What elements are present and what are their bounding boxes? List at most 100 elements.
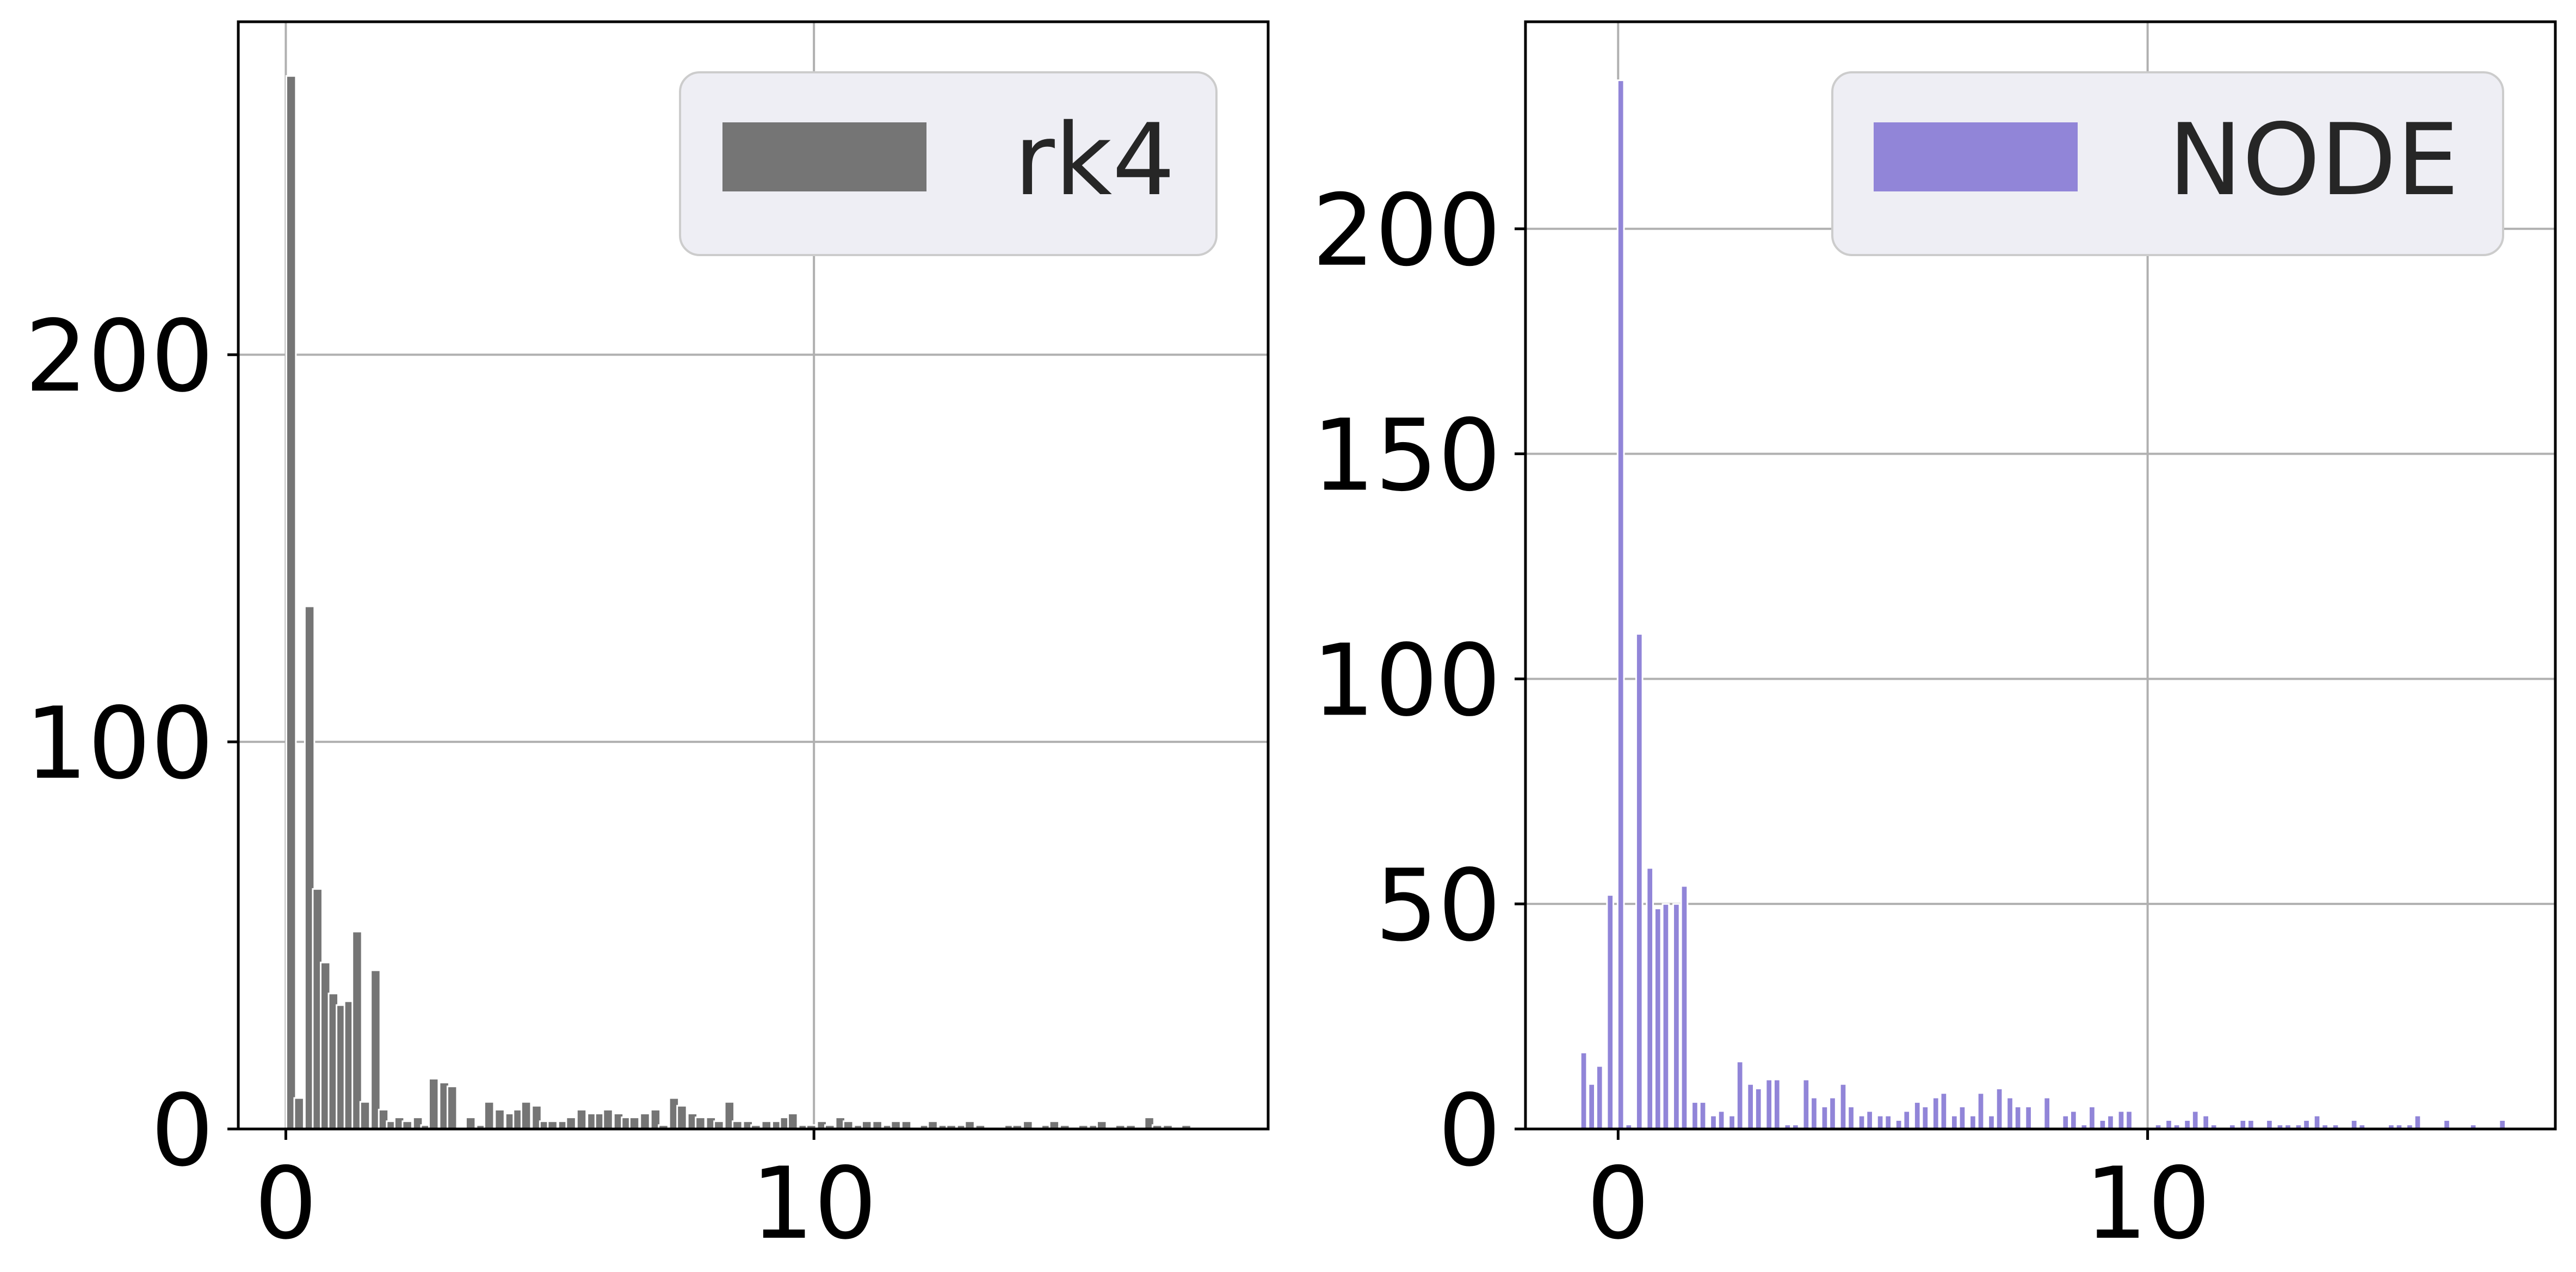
bar	[2061, 1114, 2070, 1130]
bar	[2191, 1110, 2200, 1130]
legend-node: NODE	[1831, 71, 2504, 256]
bar	[428, 1077, 440, 1130]
legend-swatch-node	[1874, 122, 2078, 191]
legend-label-node: NODE	[2168, 102, 2459, 218]
legend-box-rk4	[679, 71, 1218, 256]
axes-frame-rk4	[237, 20, 1270, 1131]
bar	[1995, 1088, 2004, 1130]
bar	[2043, 1096, 2052, 1130]
y-tick-label: 50	[1375, 848, 1501, 963]
bar	[1746, 1083, 1755, 1130]
bar	[494, 1108, 505, 1130]
bar	[1595, 1065, 1604, 1130]
bar	[2013, 1106, 2022, 1130]
bar	[1661, 903, 1670, 1130]
bar	[1828, 1096, 1837, 1130]
bar	[359, 1101, 371, 1130]
bar	[351, 930, 363, 1130]
bar	[370, 969, 381, 1130]
bar	[2024, 1106, 2033, 1130]
legend-box-node	[1831, 71, 2504, 256]
bar	[1635, 633, 1644, 1130]
bar	[1579, 1051, 1588, 1130]
bar	[1735, 1060, 1744, 1130]
axes-frame-node	[1524, 20, 2557, 1131]
bar	[285, 75, 297, 1130]
bar	[676, 1105, 688, 1130]
bar	[2413, 1114, 2422, 1130]
y-tick-label: 0	[151, 1073, 214, 1188]
legend-rk4: rk4	[679, 71, 1218, 256]
bar	[1606, 894, 1615, 1130]
bar	[1884, 1114, 1893, 1130]
bar	[2117, 1110, 2126, 1130]
bar	[2106, 1114, 2115, 1130]
bar	[1839, 1083, 1848, 1130]
bar	[639, 1113, 651, 1130]
bar	[1765, 1078, 1774, 1130]
bar	[1857, 1114, 1866, 1130]
bar	[1698, 1101, 1707, 1130]
bar	[1969, 1114, 1977, 1130]
bar	[2088, 1106, 2096, 1130]
bar	[1672, 903, 1681, 1130]
bar	[1754, 1088, 1763, 1130]
x-tick-label: 10	[2085, 1146, 2211, 1261]
bar	[1958, 1106, 1967, 1130]
x-tick-label: 0	[1586, 1146, 1650, 1261]
bar	[628, 1116, 640, 1130]
y-tick-label: 200	[25, 299, 214, 414]
bar	[1939, 1092, 1948, 1130]
bar	[2006, 1096, 2014, 1130]
bar	[576, 1108, 588, 1130]
bar	[1976, 1092, 1985, 1130]
bar	[1691, 1101, 1699, 1130]
bar	[293, 1097, 305, 1130]
y-tick-label: 100	[25, 686, 214, 801]
bar	[1728, 1114, 1736, 1130]
bar	[1902, 1110, 1911, 1130]
bar	[1913, 1101, 1922, 1130]
y-tick-label: 0	[1438, 1073, 1501, 1188]
legend-label-rk4: rk4	[1014, 102, 1175, 218]
bar	[1950, 1114, 1959, 1130]
bar	[787, 1113, 799, 1130]
bar	[1646, 867, 1654, 1130]
bar	[2069, 1110, 2078, 1130]
bar	[1865, 1110, 1874, 1130]
bar	[1802, 1078, 1811, 1130]
bar	[1931, 1096, 1940, 1130]
bar	[1653, 907, 1662, 1130]
y-tick-label: 100	[1312, 623, 1501, 738]
bar	[1987, 1114, 1996, 1130]
bar	[2202, 1114, 2210, 1130]
bar	[520, 1101, 532, 1130]
bar	[602, 1108, 614, 1130]
bar	[695, 1116, 706, 1130]
bar	[446, 1085, 458, 1130]
y-tick-label: 200	[1312, 173, 1501, 288]
x-tick-label: 10	[751, 1146, 877, 1261]
legend-swatch-rk4	[722, 122, 926, 191]
bar	[1587, 1083, 1596, 1130]
bar	[1709, 1114, 1718, 1130]
bar	[565, 1116, 577, 1130]
bar	[1616, 79, 1625, 1130]
bar	[465, 1116, 477, 1130]
bar	[483, 1101, 495, 1130]
bar	[2125, 1110, 2133, 1130]
bar	[1717, 1110, 1726, 1130]
bar	[1680, 885, 1689, 1130]
bar	[1847, 1106, 1855, 1130]
y-tick-label: 150	[1312, 398, 1501, 513]
bar	[1876, 1114, 1885, 1130]
bar	[1820, 1106, 1829, 1130]
bar	[2313, 1114, 2321, 1130]
bar	[1921, 1106, 1930, 1130]
bar	[1772, 1078, 1781, 1130]
